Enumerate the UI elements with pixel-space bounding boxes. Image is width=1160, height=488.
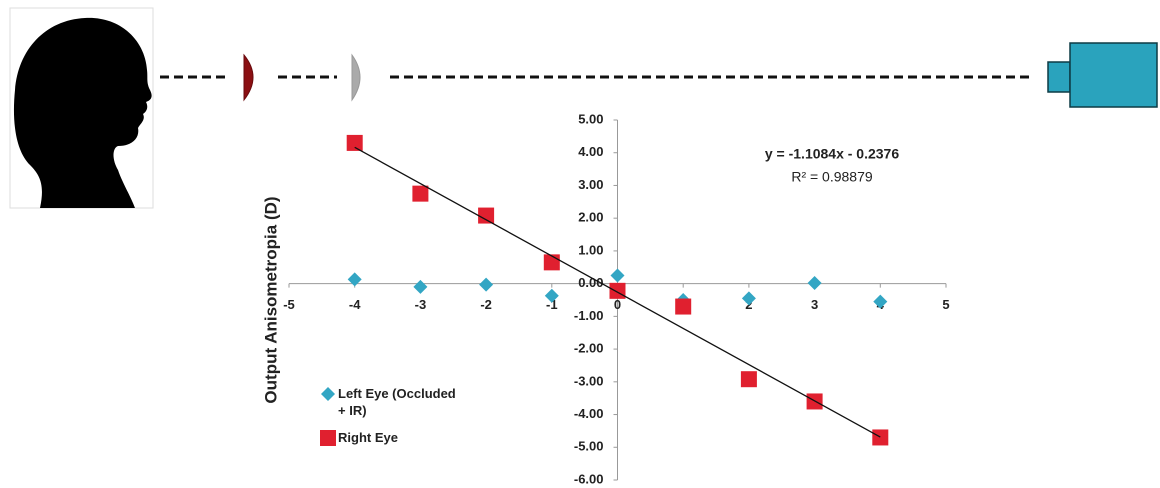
square-marker [320,430,336,446]
gray-lens [352,55,360,100]
square-marker [478,208,494,224]
y-tick-label: -5.00 [574,439,604,454]
y-tick-label: -4.00 [574,406,604,421]
x-tick-label: -5 [283,297,295,312]
y-tick-label: -6.00 [574,471,604,486]
y-tick-label: 5.00 [578,111,603,126]
square-marker [741,371,757,387]
square-marker [872,429,888,445]
y-tick-label: 4.00 [578,144,603,159]
square-marker [412,186,428,202]
figure: Output Anisometropia (D) y = -1.1084x - … [0,0,1160,488]
diamond-marker [348,272,362,286]
diamond-marker [873,295,887,309]
y-tick-label: 2.00 [578,210,603,225]
page: {"chart_data": {"type": "scatter", "y_la… [0,0,1160,488]
diamond-marker [808,276,822,290]
square-marker [544,254,560,270]
x-tick-label: -4 [349,297,361,312]
y-axis-label: Output Anisometropia (D) [261,196,280,403]
x-tick-label: -2 [480,297,492,312]
x-tick-label: 5 [942,297,949,312]
y-tick-label: -1.00 [574,308,604,323]
legend-label: Left Eye (Occluded + IR) [338,385,456,419]
diamond-marker [742,291,756,305]
diamond-marker [413,280,427,294]
y-tick-label: 3.00 [578,177,603,192]
trend-r2: R² = 0.98879 [791,169,873,185]
diamond-marker [321,387,335,401]
x-tick-label: -3 [415,297,427,312]
square-marker [347,135,363,151]
x-tick-label: 0 [614,297,621,312]
y-tick-label: -3.00 [574,373,604,388]
y-tick-label: 1.00 [578,242,603,257]
x-tick-label: 3 [811,297,818,312]
y-tick-label: -2.00 [574,341,604,356]
camera-body [1070,43,1157,107]
diamond-marker [479,278,493,292]
camera-lens [1048,62,1070,92]
diamond-marker [611,268,625,282]
legend-label: Right Eye [338,429,456,446]
square-marker [675,299,691,315]
red-lens [244,55,253,100]
trend-equation: y = -1.1084x - 0.2376 [765,146,899,162]
square-marker [610,283,626,299]
